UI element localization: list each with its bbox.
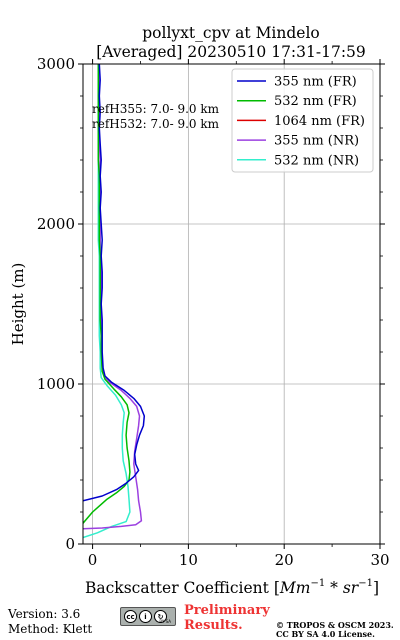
legend: 355 nm (FR) 532 nm (FR) 1064 nm (FR) 355 nm… bbox=[231, 68, 374, 173]
y-axis-label: Height (m) bbox=[9, 263, 27, 346]
x-tick-label: 10 bbox=[179, 551, 198, 569]
footer-info: Version: 3.6 Method: Klett bbox=[8, 607, 92, 637]
copyright-line2: CC BY SA 4.0 License. bbox=[276, 629, 375, 639]
method-text: Method: Klett bbox=[8, 622, 93, 636]
copyright-notice: © TROPOS & OSCM 2023. CC BY SA 4.0 Licen… bbox=[276, 621, 394, 639]
legend-box bbox=[231, 68, 374, 173]
chart-title: pollyxt_cpv at Mindelo bbox=[142, 24, 320, 42]
copyright-line1: © TROPOS & OSCM 2023. bbox=[276, 620, 394, 630]
y-tick-label: 2000 bbox=[37, 215, 75, 233]
legend-label: 1064 nm (FR) bbox=[274, 114, 365, 129]
axis-ticks: 0 10 20 30 0 1000 2000 3000 bbox=[37, 55, 390, 569]
cc-icon: cc bbox=[124, 610, 137, 623]
by-sa-text: BY SA bbox=[159, 619, 171, 624]
series-line bbox=[83, 64, 146, 502]
preliminary-line1: Preliminary bbox=[184, 603, 270, 618]
series-line bbox=[83, 64, 131, 524]
backscatter-profile-chart: pollyxt_cpv at Mindelo [Averaged] 202305… bbox=[9, 24, 390, 597]
version-text: Version: 3.6 bbox=[8, 607, 81, 621]
cc-license-badge: cc i ↻ BY SA bbox=[120, 607, 176, 626]
legend-label: 355 nm (NR) bbox=[274, 134, 359, 149]
preliminary-line2: Results. bbox=[184, 618, 243, 633]
y-tick-label: 1000 bbox=[37, 375, 75, 393]
series-line bbox=[83, 64, 131, 539]
x-axis-label: Backscatter Coefficient [Mm−1 * sr−1] bbox=[85, 578, 379, 597]
series-line bbox=[83, 64, 143, 530]
annotation-refh532: refH532: 7.0- 9.0 km bbox=[92, 117, 220, 131]
chart-subtitle: [Averaged] 20230510 17:31-17:59 bbox=[96, 43, 366, 61]
x-tick-label: 0 bbox=[88, 551, 98, 569]
y-tick-label: 3000 bbox=[37, 55, 75, 73]
legend-label: 532 nm (FR) bbox=[274, 94, 357, 109]
by-icon: i bbox=[139, 610, 152, 623]
sa-icon: ↻ bbox=[154, 610, 167, 623]
legend-label: 355 nm (FR) bbox=[274, 75, 357, 90]
x-tick-label: 20 bbox=[275, 551, 294, 569]
legend-label: 532 nm (NR) bbox=[274, 153, 359, 168]
y-tick-label: 0 bbox=[65, 535, 75, 553]
annotation-refh355: refH355: 7.0- 9.0 km bbox=[92, 102, 220, 116]
plot-frame bbox=[82, 63, 381, 545]
preliminary-notice: Preliminary Results. bbox=[184, 603, 270, 633]
series-lines bbox=[83, 64, 146, 539]
x-tick-label: 30 bbox=[370, 551, 389, 569]
